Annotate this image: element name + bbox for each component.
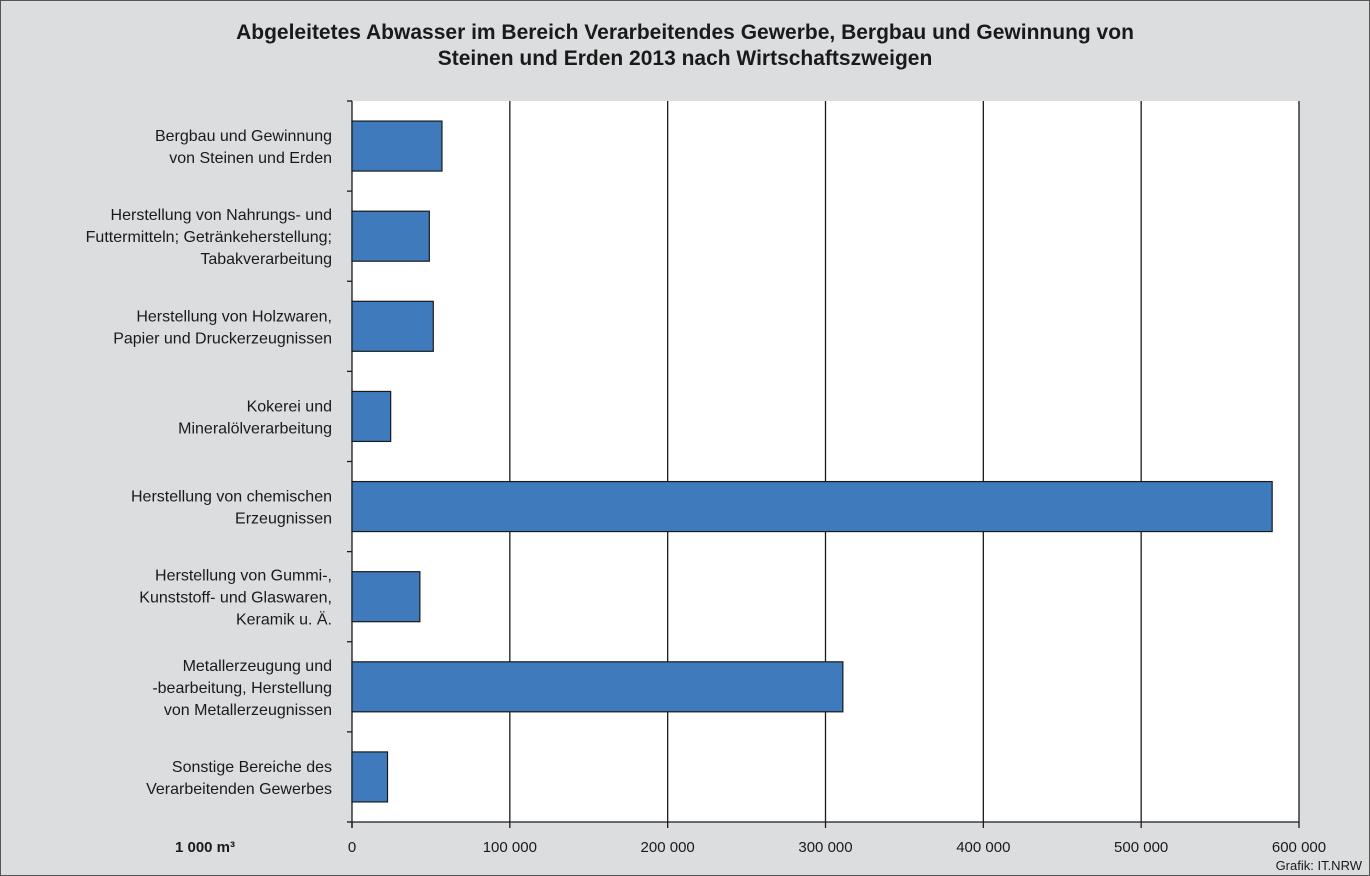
bar [351, 210, 430, 262]
category-label-line: Herstellung von chemischen [131, 489, 332, 506]
chart-title-line-1: Abgeleitetes Abwasser im Bereich Verarbe… [236, 21, 1134, 44]
category-label-line: Herstellung von Gummi-, [155, 568, 332, 585]
category-label: Metallerzeugung und -bearbeitung, Herstel… [152, 658, 332, 719]
x-tick-label: 500 000 [1114, 839, 1168, 856]
category-label-line: Keramik u. Ä. [236, 611, 332, 629]
bar [351, 390, 392, 443]
category-label: Sonstige Bereiche des Verarbeitenden Gewe… [146, 759, 332, 798]
x-tick-label: 200 000 [641, 839, 695, 856]
category-label-line: Metallerzeugung und [183, 658, 332, 675]
chart-title: Abgeleitetes Abwasser im Bereich Verarbe… [0, 20, 1370, 72]
category-label-line: Mineralölverarbeitung [178, 420, 332, 437]
category-label-line: Herstellung von Nahrungs- und [111, 207, 332, 224]
category-label: Herstellung von Nahrungs- und Futtermitte… [86, 207, 332, 268]
category-label-line: Kokerei und [247, 398, 332, 415]
unit-label: 1 000 m³ [175, 839, 235, 856]
category-label: Herstellung von Gummi-, Kunststoff- und G… [139, 568, 332, 629]
x-tick-label: 100 000 [483, 839, 537, 856]
category-label: Kokerei und Mineralölverarbeitung [178, 398, 332, 437]
category-label-line: von Steinen und Erden [169, 150, 332, 167]
category-label-line: -bearbeitung, Herstellung [152, 680, 332, 697]
category-label-line: von Metallerzeugnissen [164, 702, 332, 719]
category-label-line: Papier und Druckerzeugnissen [113, 330, 332, 347]
x-tick-label: 600 000 [1272, 839, 1326, 856]
bar [351, 661, 844, 713]
x-tick-label: 300 000 [798, 839, 852, 856]
x-tick-label: 0 [348, 839, 356, 856]
bar [351, 120, 443, 172]
category-label-line: Erzeugnissen [235, 511, 332, 528]
category-label-line: Verarbeitenden Gewerbes [146, 781, 332, 798]
category-label: Herstellung von chemischen Erzeugnissen [131, 489, 332, 528]
bar [351, 571, 421, 623]
category-label-line: Futtermitteln; Getränkeherstellung; [86, 229, 332, 246]
category-label-line: Bergbau und Gewinnung [155, 128, 332, 145]
category-label: Herstellung von Holzwaren, Papier und Dru… [113, 308, 332, 347]
x-tick-label: 400 000 [956, 839, 1010, 856]
bar [351, 751, 389, 803]
bar [351, 300, 434, 352]
chart-title-line-2: Steinen und Erden 2013 nach Wirtschaftsz… [437, 47, 933, 70]
bar [351, 480, 1273, 533]
category-label-line: Kunststoff- und Glaswaren, [139, 590, 332, 607]
category-label-line: Herstellung von Holzwaren, [136, 308, 332, 325]
category-label-line: Sonstige Bereiche des [172, 759, 332, 776]
chart-credit: Grafik: IT.NRW [1275, 858, 1362, 873]
category-label: Bergbau und Gewinnung von Steinen und Erd… [155, 128, 332, 167]
category-label-line: Tabakverarbeitung [200, 251, 332, 268]
